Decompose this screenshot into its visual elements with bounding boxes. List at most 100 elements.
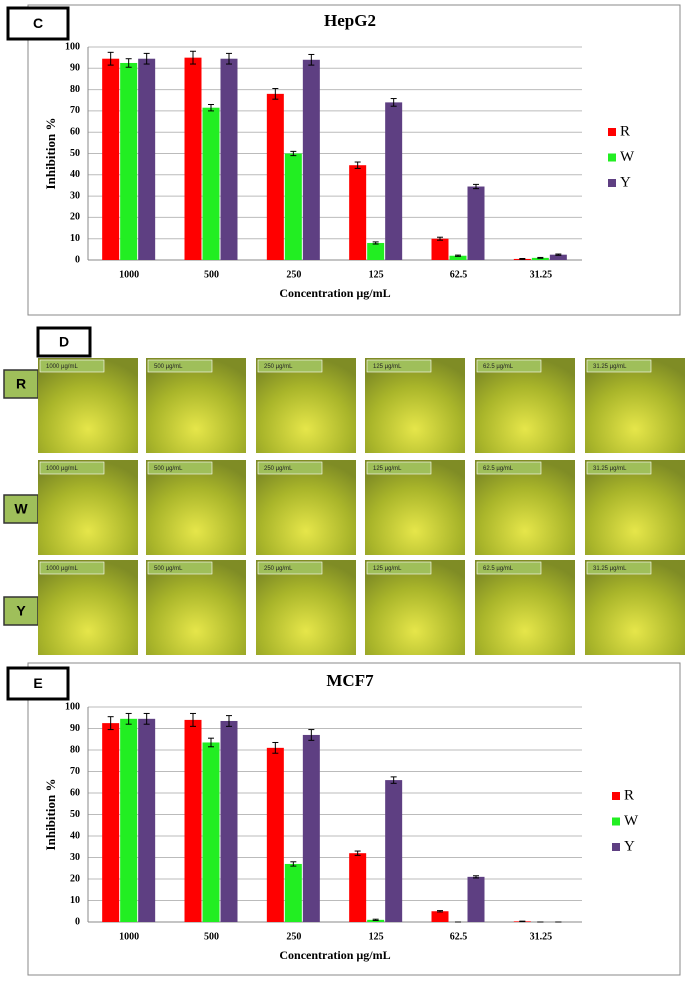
micrograph-label: 31.25 µg/mL [593, 364, 627, 370]
bar [102, 723, 119, 922]
legend-label: W [624, 813, 639, 829]
x-tick-label: 1000 [119, 931, 139, 942]
error-bar [519, 259, 525, 260]
y-tick-label: 80 [70, 84, 80, 95]
legend-label: Y [620, 174, 631, 190]
y-tick-label: 20 [70, 873, 80, 884]
micrograph-label: 125 µg/mL [373, 364, 402, 370]
y-axis-label: Inhibition % [43, 779, 58, 851]
chart-title: MCF7 [326, 671, 374, 690]
micrograph-label: 500 µg/mL [154, 364, 183, 370]
x-axis-label: Concentration µg/mL [279, 286, 390, 300]
bar [349, 853, 366, 922]
bar [432, 911, 449, 922]
micrograph-label: 1000 µg/mL [46, 364, 78, 370]
legend-swatch [612, 843, 620, 851]
y-tick-label: 30 [70, 852, 80, 863]
bar [367, 243, 384, 260]
row-label: R [16, 376, 26, 392]
legend-label: Y [624, 838, 635, 854]
x-tick-label: 1000 [119, 269, 139, 280]
micrograph-label: 250 µg/mL [264, 566, 293, 572]
bar [203, 742, 220, 922]
micrograph-label: 250 µg/mL [264, 364, 293, 370]
bar [385, 102, 402, 260]
bar [120, 63, 137, 260]
bar [385, 780, 402, 922]
legend-swatch [612, 818, 620, 826]
error-bar [455, 255, 461, 256]
micrograph-label: 62.5 µg/mL [483, 364, 514, 370]
y-tick-label: 0 [75, 916, 80, 927]
y-tick-label: 60 [70, 787, 80, 798]
y-tick-label: 60 [70, 126, 80, 137]
y-tick-label: 10 [70, 233, 80, 244]
y-tick-label: 40 [70, 169, 80, 180]
y-tick-label: 30 [70, 190, 80, 201]
chart-title: HepG2 [324, 11, 376, 30]
bar [468, 187, 485, 260]
y-tick-label: 50 [70, 148, 80, 159]
legend-swatch [608, 128, 616, 136]
y-axis-label: Inhibition % [43, 118, 58, 190]
error-bar [537, 257, 543, 258]
bar [267, 748, 284, 922]
micrograph-label: 125 µg/mL [373, 466, 402, 472]
panel-label: E [33, 675, 42, 691]
y-tick-label: 100 [65, 701, 80, 712]
micrograph-label: 500 µg/mL [154, 466, 183, 472]
legend-swatch [608, 179, 616, 187]
bar [349, 165, 366, 260]
micrograph-label: 125 µg/mL [373, 566, 402, 572]
micrograph-label: 62.5 µg/mL [483, 466, 514, 472]
bar [203, 108, 220, 260]
y-tick-label: 20 [70, 212, 80, 223]
x-axis-label: Concentration µg/mL [279, 948, 390, 962]
bar [185, 720, 202, 922]
x-tick-label: 31.25 [530, 931, 553, 942]
bar [285, 154, 302, 261]
micrograph-label: 62.5 µg/mL [483, 566, 514, 572]
x-tick-label: 125 [369, 931, 384, 942]
y-tick-label: 70 [70, 105, 80, 116]
panel-label: D [59, 334, 69, 350]
x-tick-label: 500 [204, 269, 219, 280]
bar [267, 94, 284, 260]
bar [138, 59, 155, 260]
legend-label: R [624, 787, 634, 803]
micrograph-label: 500 µg/mL [154, 566, 183, 572]
y-tick-label: 100 [65, 41, 80, 52]
y-tick-label: 90 [70, 63, 80, 74]
bar [468, 877, 485, 922]
micrograph-label: 250 µg/mL [264, 466, 293, 472]
y-tick-label: 50 [70, 809, 80, 820]
bar [303, 60, 320, 260]
y-tick-label: 0 [75, 254, 80, 265]
error-bar [555, 254, 561, 255]
x-tick-label: 125 [369, 269, 384, 280]
bar [120, 719, 137, 922]
x-tick-label: 62.5 [450, 931, 468, 942]
bar [221, 721, 238, 922]
bar [285, 864, 302, 922]
bar [138, 719, 155, 922]
bar [432, 239, 449, 260]
legend-swatch [608, 154, 616, 162]
error-bar [373, 242, 379, 244]
bar [303, 735, 320, 922]
bar [185, 58, 202, 260]
x-tick-label: 500 [204, 931, 219, 942]
bar [102, 59, 119, 260]
row-label: W [14, 501, 28, 517]
micrograph-label: 1000 µg/mL [46, 566, 78, 572]
micrograph-label: 31.25 µg/mL [593, 566, 627, 572]
y-tick-label: 10 [70, 895, 80, 906]
row-label: Y [16, 603, 26, 619]
x-tick-label: 250 [286, 931, 301, 942]
x-tick-label: 62.5 [450, 269, 468, 280]
micrograph-label: 31.25 µg/mL [593, 466, 627, 472]
legend-label: W [620, 149, 635, 165]
micrograph-label: 1000 µg/mL [46, 466, 78, 472]
panel-label: C [33, 15, 43, 31]
bar [221, 59, 238, 260]
